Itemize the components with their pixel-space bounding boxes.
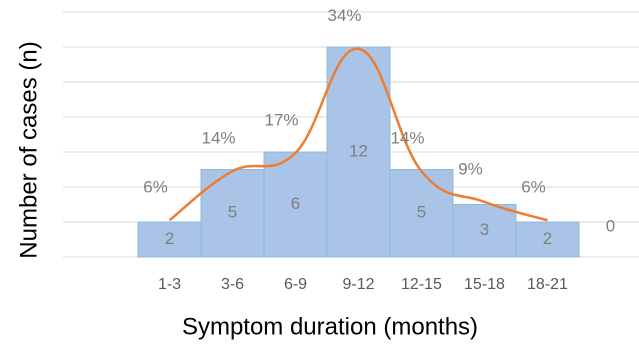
bar (326, 46, 391, 258)
x-axis-title: Symptom duration (months) (182, 313, 478, 340)
bar-value-label: 5 (228, 203, 237, 222)
x-tick-label: 12-15 (401, 276, 442, 293)
x-tick-label: 1-3 (158, 276, 181, 293)
line-value-label: 14% (390, 129, 424, 148)
bar-value-label: 2 (543, 229, 552, 248)
line-value-label: 9% (458, 159, 483, 178)
x-tick-label: 3-6 (221, 276, 244, 293)
bar-value-label: 3 (480, 220, 489, 239)
line (168, 47, 548, 222)
line-value-label: 17% (264, 110, 298, 129)
bar-value-label: 6 (291, 194, 300, 213)
x-tick-label: 15-18 (464, 276, 505, 293)
bar (452, 204, 517, 258)
bar-value-label: 0 (606, 216, 615, 235)
x-tick-label: 6-9 (284, 276, 307, 293)
bar-value-label: 2 (165, 229, 174, 248)
bar (137, 221, 202, 258)
bar-value-label: 12 (349, 141, 368, 160)
x-tick-label: 18-21 (527, 276, 568, 293)
line-value-label: 6% (521, 178, 546, 197)
x-tick-label: 9-12 (342, 276, 374, 293)
y-axis-title: Number of cases (n) (15, 41, 42, 258)
line-value-label: 34% (327, 6, 361, 25)
line-value-label: 6% (143, 178, 168, 197)
bar (515, 221, 580, 258)
line-value-label: 14% (201, 129, 235, 148)
bar-value-label: 5 (417, 203, 426, 222)
